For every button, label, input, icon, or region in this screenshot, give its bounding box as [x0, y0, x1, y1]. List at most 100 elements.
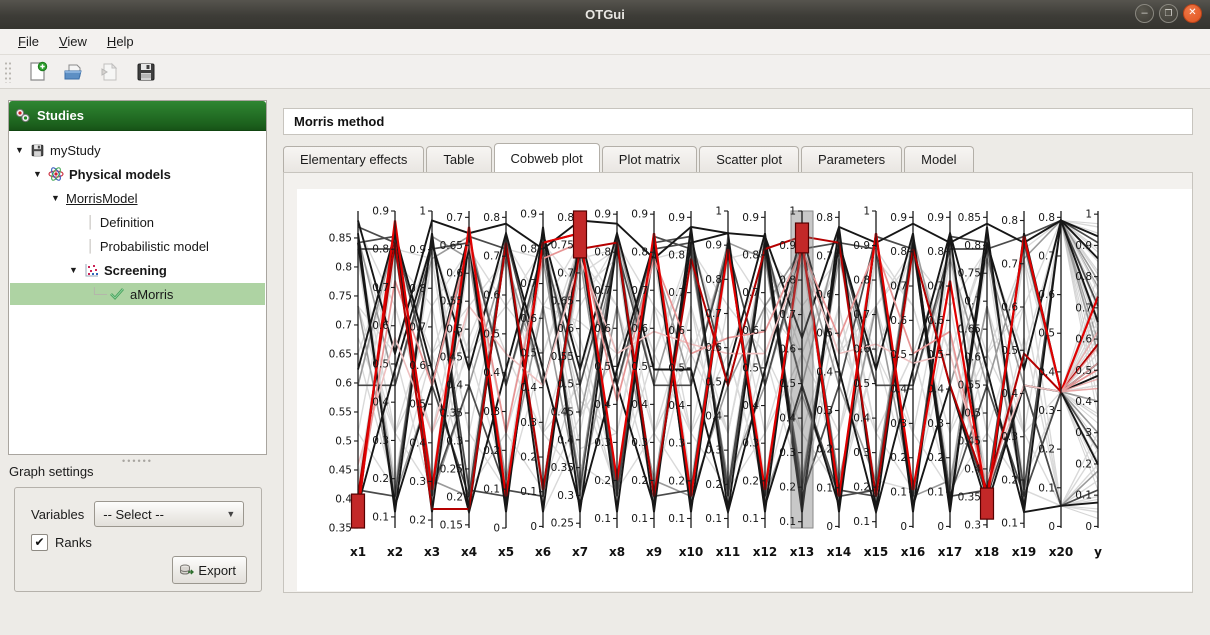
axis-tick-label: 0.9 — [631, 209, 648, 221]
axis-tick-label: 0.6 — [964, 352, 981, 364]
tree-item-probabilistic-model[interactable]: │ Probabilistic model — [87, 235, 209, 257]
tree-connector: │ — [87, 239, 98, 253]
axis-tick-label: 0.2 — [1001, 474, 1018, 486]
studies-header-label: Studies — [37, 108, 84, 123]
expander-triangle-icon[interactable]: ▼ — [69, 265, 78, 275]
axis-tick-label: 0.8 — [668, 249, 685, 261]
panel-splitter[interactable]: •••••• — [122, 456, 153, 466]
axis-tick-label: 0.3 — [594, 437, 611, 449]
axis-tick-label: 0.6 — [853, 344, 870, 356]
tree-item-screening[interactable]: ▼ Screening — [69, 259, 167, 281]
axis-tick-label: 0.3 — [779, 447, 796, 459]
graph-settings-title: Graph settings — [9, 464, 94, 479]
graph-settings-box: Variables -- Select -- ▼ ✔ Ranks Export — [14, 487, 262, 592]
tree-item-mystudy[interactable]: ▼ myStudy — [15, 139, 101, 161]
axis-label-x9: x9 — [646, 545, 662, 559]
axis-tick-label: 0.3 — [964, 519, 981, 531]
tab-table[interactable]: Table — [426, 146, 492, 172]
save-icon — [31, 144, 44, 156]
axis-tick-label: 0.25 — [440, 463, 463, 475]
axis-tick-label: 0.55 — [329, 406, 352, 418]
variables-select[interactable]: -- Select -- ▼ — [94, 501, 245, 527]
brush-selection-x7[interactable] — [572, 210, 588, 259]
close-button[interactable]: ✕ — [1183, 4, 1202, 23]
tree-item-label: aMorris — [130, 286, 174, 302]
new-document-icon — [30, 61, 48, 81]
cobweb-plot[interactable]: 0.85 0.8 0.75 0.7 0.65 0.6 0.55 0.5 0.45 0.4 0.35 x… — [297, 189, 1192, 591]
axis-tick-label: 0.6 — [520, 313, 537, 325]
axis-tick-label: 0.9 — [927, 212, 944, 224]
axis-tick-label: 0.5 — [446, 324, 463, 336]
axis-tick-label: 0.5 — [927, 349, 944, 361]
axis-tick-label: 0.4 — [964, 463, 981, 475]
save-study-button[interactable] — [133, 59, 159, 85]
tree-item-physical-models[interactable]: ▼ Physical models — [33, 163, 171, 185]
axis-tick-label: 0.8 — [483, 212, 500, 224]
axis-tick-label: 0.4 — [557, 434, 574, 446]
axis-tick-label: 0.7 — [372, 282, 389, 294]
import-script-button[interactable] — [97, 59, 123, 85]
open-study-button[interactable] — [61, 59, 87, 85]
import-script-icon — [101, 62, 118, 80]
menu-item-help[interactable]: Help — [106, 34, 134, 49]
brush-selection-x13[interactable] — [794, 222, 810, 254]
minimize-button[interactable]: – — [1135, 4, 1154, 23]
axis-tick-label: 0.3 — [483, 406, 500, 418]
axis-label-x6: x6 — [535, 545, 551, 559]
axis-tick-label: 0.85 — [958, 212, 981, 224]
axis-tick-label: 0.2 — [890, 452, 907, 464]
axis-tick-label: 0 — [530, 521, 537, 533]
axis-tick-label: 0.35 — [958, 491, 981, 503]
tab-parameters[interactable]: Parameters — [800, 146, 903, 172]
axis-tick-label: 0 — [826, 521, 833, 533]
toolbar-drag-handle[interactable] — [4, 60, 11, 83]
export-button-label: Export — [198, 562, 236, 578]
tab-cobweb-plot[interactable]: Cobweb plot — [493, 143, 600, 172]
ranks-checkbox[interactable]: ✔ — [31, 534, 48, 551]
axis-tick-label: 0.7 — [927, 281, 944, 293]
menu-item-file[interactable]: File — [18, 34, 39, 49]
tab-model[interactable]: Model — [904, 146, 974, 172]
axis-label-x7: x7 — [572, 545, 588, 559]
tree-item-amorris[interactable]: └─ aMorris — [10, 283, 265, 305]
axis-tick-label: 0.2 — [446, 491, 463, 503]
window-titlebar[interactable]: OTGui – ❐ ✕ — [0, 0, 1210, 29]
axis-tick-label: 0.3 — [927, 418, 944, 430]
sample-line-segment — [1060, 362, 1099, 393]
axis-tick-label: 0.3 — [631, 437, 648, 449]
menu-item-view[interactable]: View — [58, 34, 87, 49]
tab-plot-matrix[interactable]: Plot matrix — [601, 146, 698, 172]
menubar: File View Help — [0, 29, 1210, 55]
axis-tick-label: 0.5 — [742, 362, 759, 374]
cobweb-plot-canvas[interactable]: 0.85 0.8 0.75 0.7 0.65 0.6 0.55 0.5 0.45 0.4 0.35 x… — [297, 189, 1192, 591]
axis-tick-label: 0.45 — [329, 464, 352, 476]
axis-tick-label: 0.7 — [631, 285, 648, 297]
tab-scatter-plot[interactable]: Scatter plot — [699, 146, 799, 172]
new-study-button[interactable] — [25, 59, 51, 85]
axis-tick-label: 0.1 — [1075, 490, 1092, 502]
export-button[interactable]: Export — [172, 556, 247, 584]
studies-header: Studies — [9, 101, 266, 131]
brush-selection-x18[interactable] — [979, 487, 995, 520]
axis-label-x20: x20 — [1049, 545, 1073, 559]
studies-panel: Studies ▼ myStudy ▼ Physical models ▼ MorrisM… — [8, 100, 267, 455]
tree-item-definition[interactable]: │ Definition — [87, 211, 154, 233]
sample-line-segment — [1060, 387, 1099, 393]
expander-triangle-icon[interactable]: ▼ — [51, 193, 60, 203]
axis-label-x15: x15 — [864, 545, 888, 559]
axis-tick-label: 0.55 — [551, 351, 574, 363]
axis-tick-label: 0.35 — [551, 462, 574, 474]
atom-icon — [48, 167, 64, 181]
brush-selection-x1[interactable] — [350, 493, 366, 529]
tab-elementary-effects[interactable]: Elementary effects — [283, 146, 425, 172]
maximize-button[interactable]: ❐ — [1159, 4, 1178, 23]
axis-tick-label: 0 — [937, 521, 944, 533]
axis-tick-label: 0.5 — [779, 378, 796, 390]
expander-triangle-icon[interactable]: ▼ — [33, 169, 42, 179]
tree-item-morrismodel[interactable]: ▼ MorrisModel — [51, 187, 138, 209]
axis-tick-label: 0.1 — [1038, 482, 1055, 494]
axis-tick-label: 0.5 — [372, 358, 389, 370]
study-tree: ▼ myStudy ▼ Physical models ▼ MorrisModel │ De… — [9, 131, 266, 455]
toolbar — [0, 55, 1210, 89]
expander-triangle-icon[interactable]: ▼ — [15, 145, 24, 155]
